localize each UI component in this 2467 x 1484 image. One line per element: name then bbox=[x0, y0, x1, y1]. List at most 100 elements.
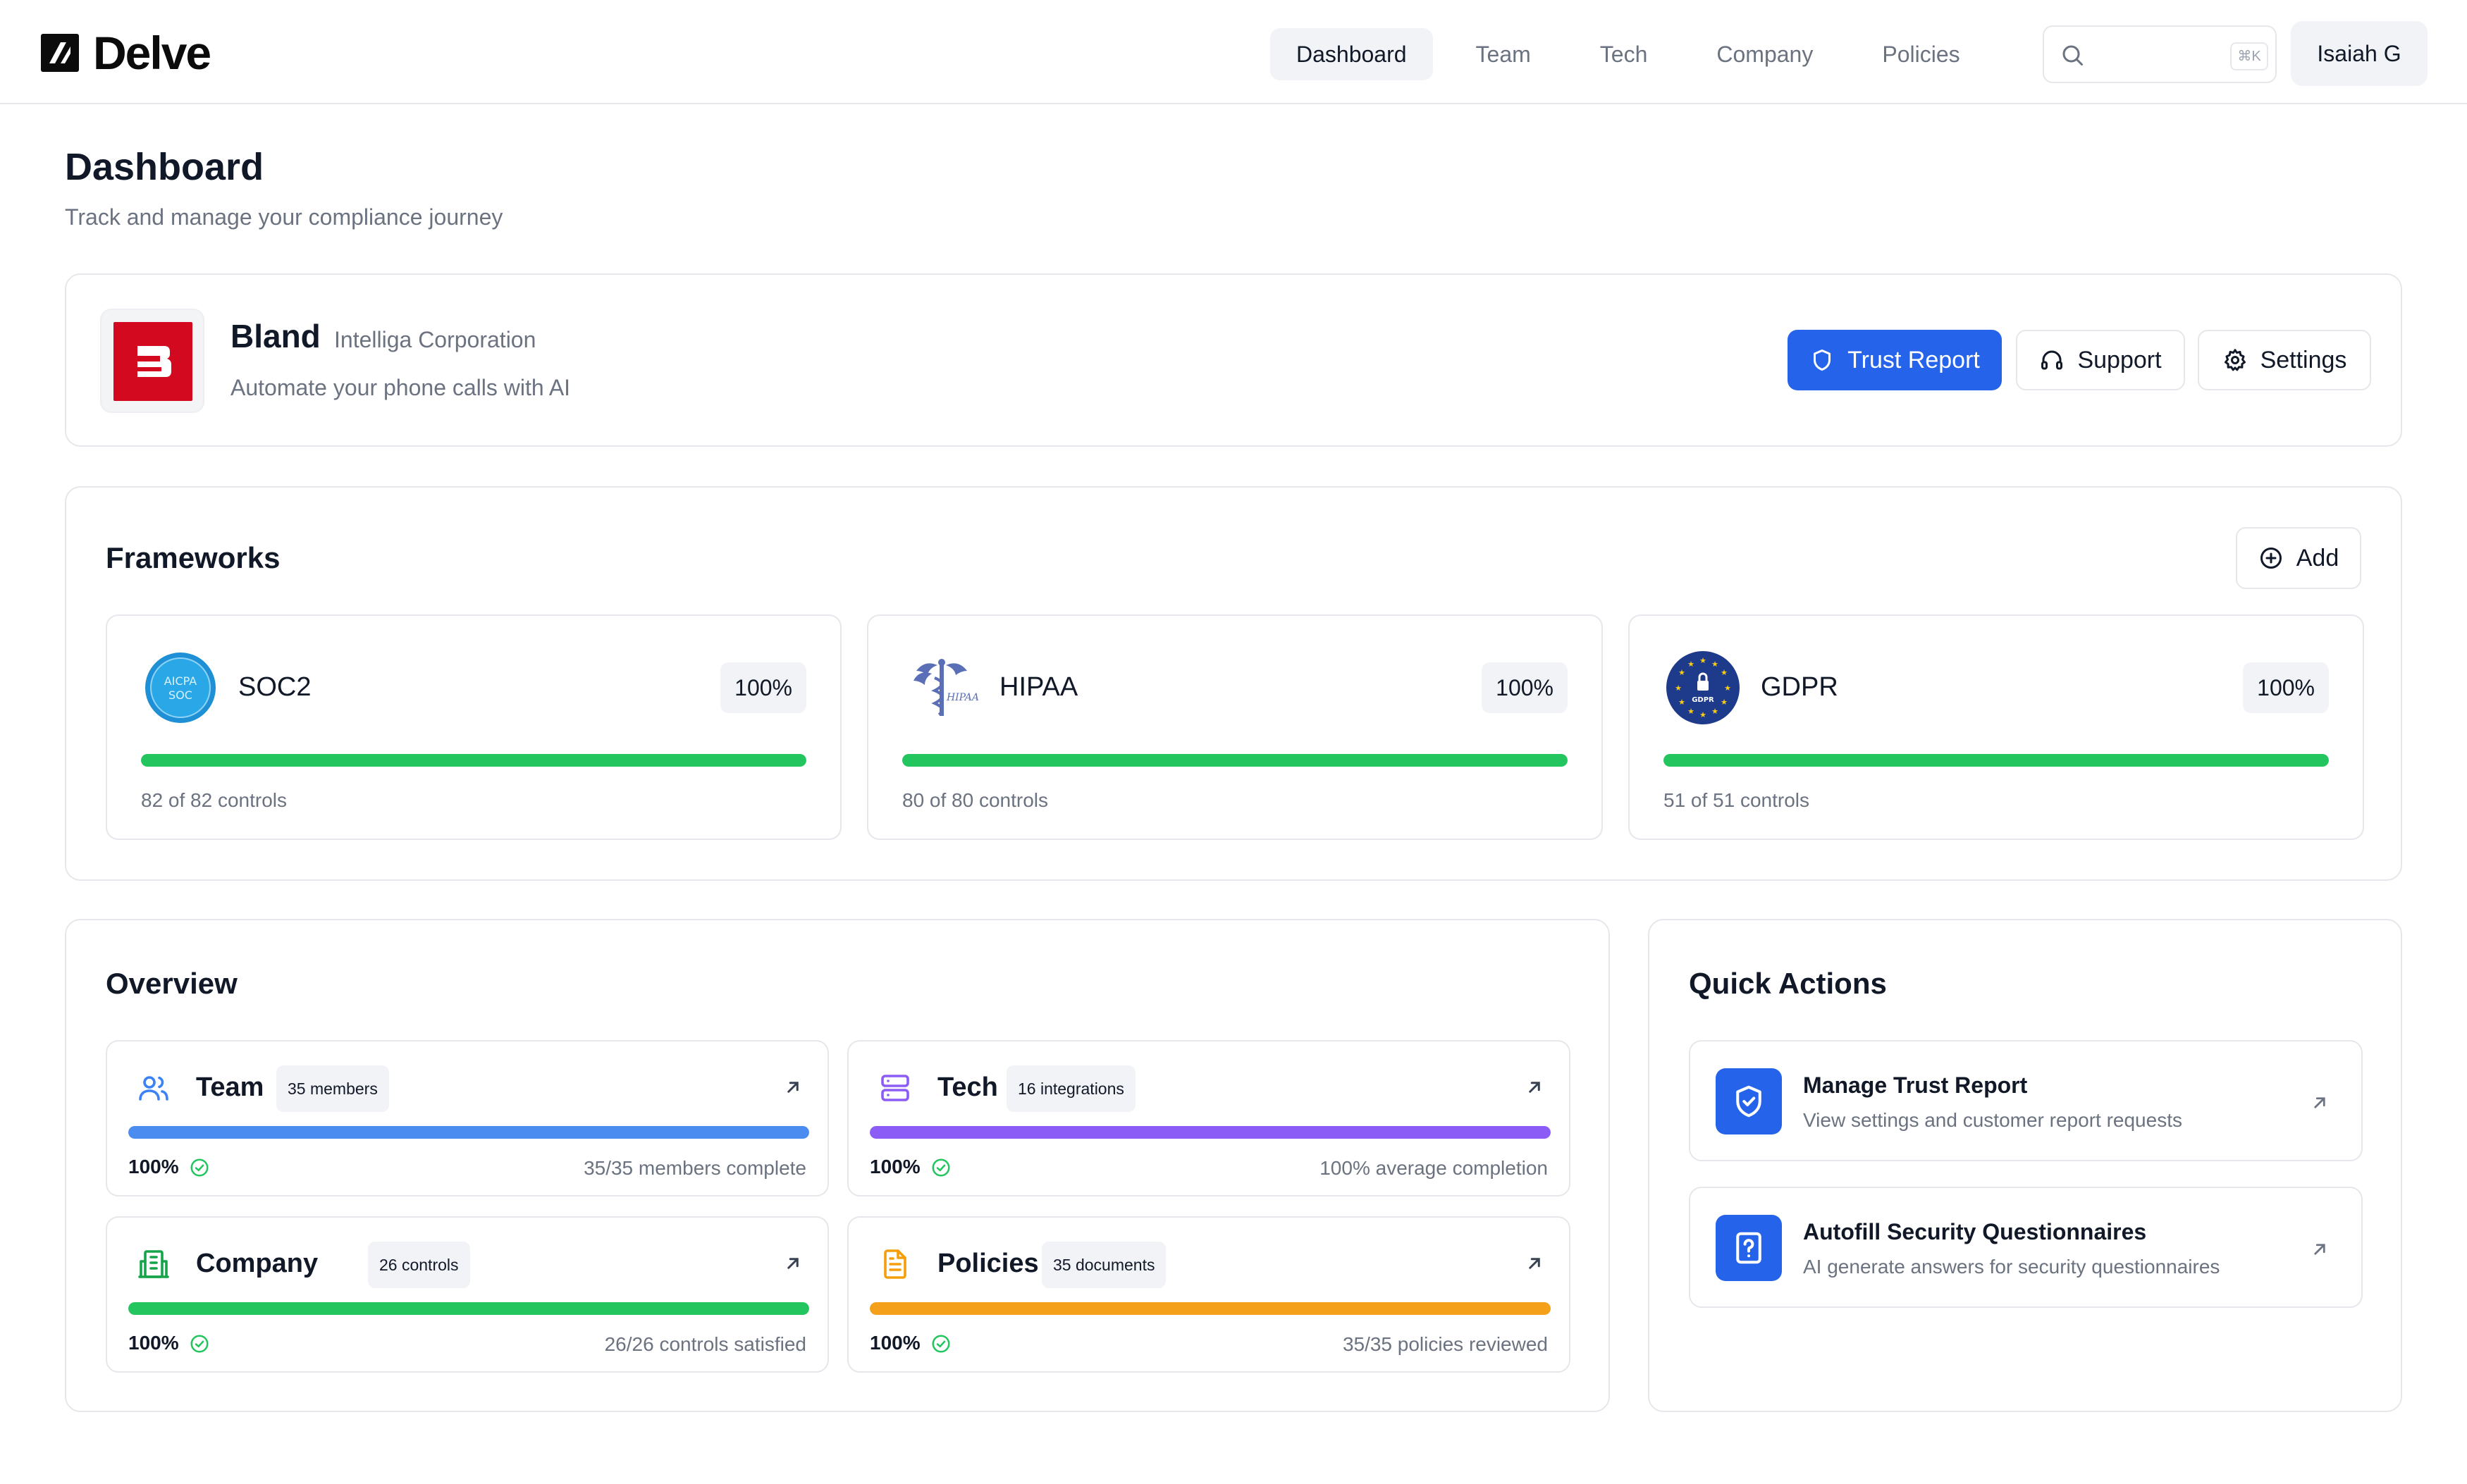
overview-stat: 100% average completion bbox=[1319, 1157, 1548, 1179]
overview-progress-fill bbox=[870, 1302, 1551, 1315]
company-card: Bland Intelliga Corporation Automate you… bbox=[65, 273, 2402, 447]
overview-count-badge: 26 controls bbox=[368, 1242, 470, 1288]
framework-name: HIPAA bbox=[999, 672, 1078, 702]
trust-report-button[interactable]: Trust Report bbox=[1788, 330, 2002, 390]
framework-progress-bar bbox=[902, 754, 1568, 767]
aicpa-soc-icon: AICPA SOC bbox=[145, 653, 216, 723]
svg-text:★: ★ bbox=[1721, 698, 1728, 707]
page-title: Dashboard bbox=[65, 146, 264, 188]
company-name: Bland bbox=[230, 318, 321, 354]
quick-action-autofill-questionnaires[interactable]: Autofill Security Questionnaires AI gene… bbox=[1689, 1187, 2363, 1308]
arrow-up-right-icon bbox=[787, 1082, 799, 1093]
nav-team[interactable]: Team bbox=[1475, 42, 1531, 67]
overview-count-badge: 16 integrations bbox=[1007, 1065, 1136, 1112]
search-shortcut-hint: ⌘K bbox=[2230, 42, 2268, 70]
arrow-up-right-icon bbox=[1529, 1258, 1540, 1269]
gear-icon bbox=[2224, 349, 2246, 371]
svg-text:★: ★ bbox=[1687, 660, 1694, 669]
hipaa-icon: HIPAA bbox=[913, 659, 979, 716]
quick-actions-title: Quick Actions bbox=[1689, 967, 1887, 1000]
overview-progress-fill bbox=[128, 1126, 809, 1139]
overview-percent: 100% bbox=[870, 1332, 921, 1354]
svg-text:★: ★ bbox=[1678, 668, 1685, 677]
svg-text:★: ★ bbox=[1721, 668, 1728, 677]
quick-action-description: AI generate answers for security questio… bbox=[1803, 1256, 2220, 1278]
company-tagline: Automate your phone calls with AI bbox=[230, 375, 571, 400]
overview-card-team[interactable]: Team 35 members 100% 35/35 members compl… bbox=[106, 1040, 829, 1197]
document-icon bbox=[884, 1249, 906, 1279]
svg-text:★: ★ bbox=[1724, 684, 1731, 693]
top-navigation-bar: Delve Dashboard Team Tech Company Polici… bbox=[0, 0, 2467, 104]
svg-text:HIPAA: HIPAA bbox=[946, 692, 979, 703]
quick-action-title: Autofill Security Questionnaires bbox=[1803, 1219, 2147, 1244]
overview-card-title: Company bbox=[196, 1249, 319, 1278]
gdpr-icon: ★ ★★ ★★★ ★★★ ★★★ GDPR bbox=[1666, 651, 1740, 724]
overview-card-title: Team bbox=[196, 1072, 264, 1102]
overview-section: Overview Team 35 members 100% 35/35 memb… bbox=[65, 919, 1610, 1412]
frameworks-section: Frameworks Add AICPA SOC SOC2 100% 82 of… bbox=[65, 486, 2402, 881]
overview-count-badge: 35 documents bbox=[1042, 1242, 1167, 1288]
arrow-up-right-icon bbox=[2314, 1244, 2325, 1255]
delve-logo[interactable]: Delve bbox=[39, 27, 211, 79]
overview-progress-bar bbox=[128, 1126, 809, 1139]
add-framework-button[interactable]: Add bbox=[2236, 527, 2361, 589]
arrow-up-right-icon bbox=[2314, 1097, 2325, 1108]
quick-action-icon-box bbox=[1716, 1215, 1782, 1281]
check-circle-icon bbox=[190, 1158, 209, 1177]
overview-card-tech[interactable]: Tech 16 integrations 100% 100% average c… bbox=[847, 1040, 1570, 1197]
nav-tech[interactable]: Tech bbox=[1599, 42, 1648, 67]
brand-name: Delve bbox=[93, 27, 211, 79]
overview-stat: 35/35 policies reviewed bbox=[1342, 1333, 1548, 1355]
user-menu-button[interactable]: Isaiah G bbox=[2291, 21, 2428, 86]
company-logo-container bbox=[100, 309, 204, 413]
overview-card-title: Tech bbox=[937, 1072, 998, 1102]
nav-dashboard[interactable]: Dashboard bbox=[1270, 28, 1433, 80]
overview-percent: 100% bbox=[128, 1332, 179, 1354]
framework-progress-fill bbox=[1663, 754, 2329, 767]
framework-percent-badge: 100% bbox=[2243, 662, 2329, 713]
svg-text:★: ★ bbox=[1711, 707, 1718, 716]
overview-card-title: Policies bbox=[937, 1249, 1039, 1278]
overview-percent: 100% bbox=[128, 1156, 179, 1177]
framework-name: GDPR bbox=[1761, 672, 1838, 702]
framework-progress-fill bbox=[141, 754, 806, 767]
svg-text:★: ★ bbox=[1699, 710, 1706, 719]
svg-text:★: ★ bbox=[1675, 684, 1682, 693]
overview-card-company[interactable]: Company 26 controls 100% 26/26 controls … bbox=[106, 1216, 829, 1373]
support-label: Support bbox=[2077, 346, 2162, 373]
building-icon bbox=[138, 1250, 169, 1278]
framework-name: SOC2 bbox=[238, 672, 312, 702]
settings-label: Settings bbox=[2260, 346, 2347, 373]
overview-progress-fill bbox=[128, 1302, 809, 1315]
nav-policies[interactable]: Policies bbox=[1882, 42, 1960, 67]
shield-icon bbox=[1814, 350, 1831, 371]
framework-card-gdpr[interactable]: ★ ★ ★ ★ ★ ★ ★ ★ ★ ★ ★ ★ GDPR GDPR 100% 51 of 51 … bbox=[1628, 614, 2364, 840]
overview-stat: 26/26 controls satisfied bbox=[604, 1333, 806, 1355]
overview-stat: 35/35 members complete bbox=[584, 1157, 806, 1179]
shield-check-icon bbox=[1736, 1085, 1761, 1118]
frameworks-title: Frameworks bbox=[106, 541, 281, 574]
framework-card-hipaa[interactable]: HIPAA HIPAA 100% 80 of 80 controls bbox=[867, 614, 1603, 840]
overview-percent: 100% bbox=[870, 1156, 921, 1177]
settings-button[interactable]: Settings bbox=[2198, 330, 2371, 390]
overview-title: Overview bbox=[106, 967, 238, 1000]
overview-card-policies[interactable]: Policies 35 documents 100% 35/35 policie… bbox=[847, 1216, 1570, 1373]
overview-progress-bar bbox=[128, 1302, 809, 1315]
svg-text:GDPR: GDPR bbox=[1692, 696, 1714, 704]
framework-percent-badge: 100% bbox=[1482, 662, 1568, 713]
headphones-icon bbox=[2041, 350, 2063, 370]
quick-action-icon-box bbox=[1716, 1068, 1782, 1134]
framework-progress-bar bbox=[1663, 754, 2329, 767]
framework-card-soc2[interactable]: AICPA SOC SOC2 100% 82 of 82 controls bbox=[106, 614, 842, 840]
search-icon bbox=[2062, 45, 2083, 66]
check-circle-icon bbox=[932, 1158, 950, 1177]
server-icon bbox=[881, 1075, 909, 1101]
bland-logo-mark bbox=[137, 346, 171, 377]
plus-circle-icon bbox=[2260, 548, 2282, 569]
company-legal-name: Intelliga Corporation bbox=[334, 327, 536, 352]
support-button[interactable]: Support bbox=[2016, 330, 2185, 390]
search-input[interactable]: ⌘K bbox=[2043, 25, 2277, 83]
question-file-icon bbox=[1736, 1232, 1761, 1264]
nav-company[interactable]: Company bbox=[1716, 42, 1814, 67]
quick-action-manage-trust-report[interactable]: Manage Trust Report View settings and cu… bbox=[1689, 1040, 2363, 1161]
